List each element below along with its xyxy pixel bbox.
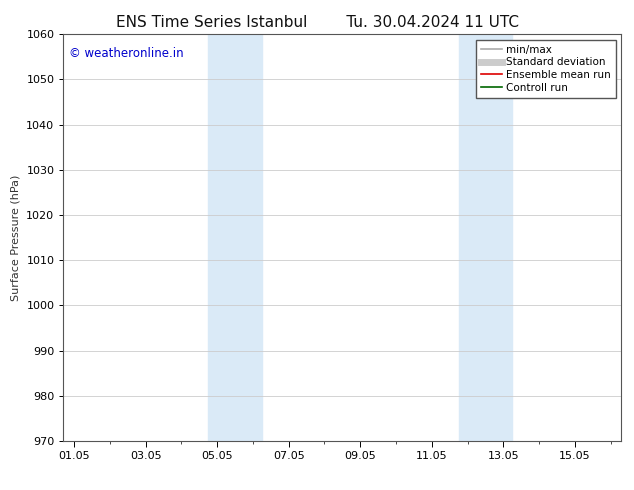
Text: © weatheronline.in: © weatheronline.in [69, 47, 184, 59]
Text: ENS Time Series Istanbul        Tu. 30.04.2024 11 UTC: ENS Time Series Istanbul Tu. 30.04.2024 … [115, 15, 519, 30]
Y-axis label: Surface Pressure (hPa): Surface Pressure (hPa) [11, 174, 21, 301]
Legend: min/max, Standard deviation, Ensemble mean run, Controll run: min/max, Standard deviation, Ensemble me… [476, 40, 616, 98]
Bar [458, 34, 512, 441]
Bar [208, 34, 262, 441]
